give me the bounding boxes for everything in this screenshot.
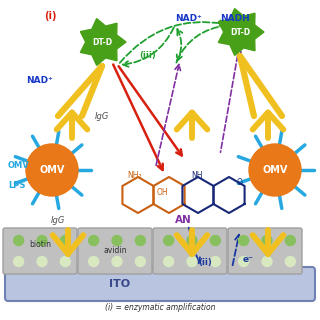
Text: O: O xyxy=(237,178,243,187)
Circle shape xyxy=(262,257,272,267)
Text: NAD⁺: NAD⁺ xyxy=(26,76,53,84)
Text: OMV: OMV xyxy=(262,165,288,175)
Circle shape xyxy=(135,257,145,267)
Text: OMV: OMV xyxy=(8,161,30,170)
Circle shape xyxy=(164,257,174,267)
Circle shape xyxy=(285,236,295,245)
Polygon shape xyxy=(218,9,264,55)
FancyBboxPatch shape xyxy=(3,228,77,274)
Circle shape xyxy=(249,144,301,196)
Text: IgG: IgG xyxy=(51,215,65,225)
Circle shape xyxy=(14,236,24,245)
Circle shape xyxy=(26,144,78,196)
FancyBboxPatch shape xyxy=(153,228,227,274)
Text: OMV: OMV xyxy=(39,165,65,175)
Text: DT-D: DT-D xyxy=(92,37,112,46)
Circle shape xyxy=(60,236,70,245)
Text: AN: AN xyxy=(175,215,191,225)
Circle shape xyxy=(239,257,249,267)
Circle shape xyxy=(112,257,122,267)
Circle shape xyxy=(187,236,197,245)
Text: DT-D: DT-D xyxy=(230,28,250,36)
Circle shape xyxy=(37,236,47,245)
Circle shape xyxy=(164,236,174,245)
Circle shape xyxy=(37,257,47,267)
Text: biotin: biotin xyxy=(29,239,51,249)
FancyBboxPatch shape xyxy=(78,228,152,274)
Text: (i): (i) xyxy=(44,11,56,21)
Circle shape xyxy=(187,257,197,267)
Text: IgG: IgG xyxy=(95,111,109,121)
Circle shape xyxy=(239,236,249,245)
Text: NAD⁺: NAD⁺ xyxy=(175,13,202,22)
Text: ITO: ITO xyxy=(109,279,131,289)
Text: (i) = enzymatic amplification: (i) = enzymatic amplification xyxy=(105,303,215,313)
Circle shape xyxy=(285,257,295,267)
Text: avidin: avidin xyxy=(103,245,127,254)
Text: LPS: LPS xyxy=(8,180,25,189)
Text: OH: OH xyxy=(156,188,168,196)
Text: NH₂: NH₂ xyxy=(128,171,142,180)
Text: (iii): (iii) xyxy=(140,51,156,60)
Text: e⁻: e⁻ xyxy=(243,255,253,265)
Circle shape xyxy=(89,257,99,267)
Text: NH: NH xyxy=(191,171,203,180)
FancyBboxPatch shape xyxy=(5,267,315,301)
Circle shape xyxy=(135,236,145,245)
FancyBboxPatch shape xyxy=(228,228,302,274)
Circle shape xyxy=(60,257,70,267)
Circle shape xyxy=(112,236,122,245)
Text: (ii): (ii) xyxy=(198,259,212,268)
Circle shape xyxy=(210,236,220,245)
Circle shape xyxy=(14,257,24,267)
Circle shape xyxy=(210,257,220,267)
Circle shape xyxy=(262,236,272,245)
Polygon shape xyxy=(80,19,126,65)
Circle shape xyxy=(89,236,99,245)
Text: NADH: NADH xyxy=(220,13,250,22)
